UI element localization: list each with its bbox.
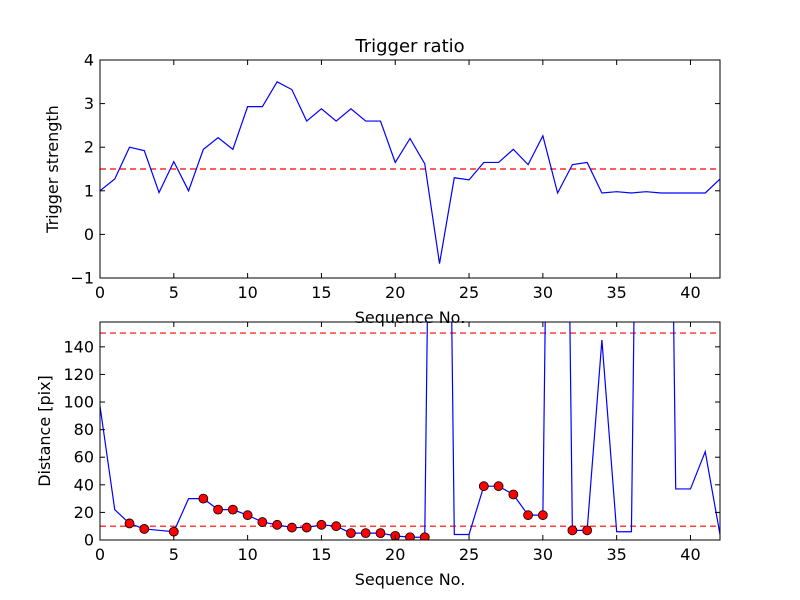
plot-area <box>100 322 720 540</box>
x-tick-label: 10 <box>237 283 257 302</box>
x-tick-label: 10 <box>237 545 257 564</box>
x-tick-label: 0 <box>95 283 105 302</box>
x-tick-label: 40 <box>680 283 700 302</box>
data-point-marker <box>360 528 371 539</box>
data-point-marker <box>168 526 179 537</box>
data-point-marker <box>257 517 268 527</box>
data-point-marker <box>375 528 386 539</box>
x-tick-label: 30 <box>533 545 553 564</box>
x-axis-label: Sequence No. <box>355 308 466 327</box>
data-point-marker <box>316 519 327 530</box>
series-line <box>100 81 720 264</box>
distance-chart: 0 5 10 15 20 25 30 35 40 0 20 40 60 80 100 120 140 Distan… <box>35 321 721 589</box>
y-tick-label: 20 <box>74 503 94 522</box>
x-tick-label: 20 <box>385 283 405 302</box>
y-tick-label: 100 <box>63 393 94 412</box>
data-point-marker <box>582 525 593 536</box>
y-tick-label: 0 <box>84 225 94 244</box>
x-tick-label: 5 <box>169 283 179 302</box>
y-tick-label: 140 <box>63 337 94 356</box>
chart-title: Trigger ratio <box>354 36 464 57</box>
y-tick-label: 2 <box>84 138 94 157</box>
y-tick-label: 1 <box>84 181 94 200</box>
x-tick-label: 20 <box>385 545 405 564</box>
data-point-marker <box>331 521 342 532</box>
data-point-marker <box>478 481 489 492</box>
x-tick-label: 15 <box>311 283 331 302</box>
data-point-marker <box>227 504 238 515</box>
data-point-marker <box>405 532 415 540</box>
y-tick-label: 3 <box>84 94 94 113</box>
x-tick-label: 25 <box>459 545 479 564</box>
x-tick-label: 0 <box>95 545 105 564</box>
data-point-marker <box>567 525 578 536</box>
data-point-marker <box>287 522 297 533</box>
plot-frame <box>99 321 721 541</box>
y-tick-label: 80 <box>74 420 94 439</box>
x-tick-label: 35 <box>606 283 626 302</box>
y-axis-label: Distance [pix] <box>35 375 54 487</box>
data-point-marker <box>242 510 253 521</box>
y-tick-label: 0 <box>84 531 94 550</box>
y-tick-label: 120 <box>63 365 94 384</box>
data-point-marker <box>537 510 548 521</box>
data-point-marker <box>301 522 312 533</box>
x-tick-label: 25 <box>459 283 479 302</box>
plot-frame <box>99 59 721 279</box>
x-tick-label: 5 <box>169 545 179 564</box>
data-point-marker <box>124 518 135 529</box>
data-point-marker <box>198 493 209 504</box>
data-point-marker <box>139 524 150 534</box>
x-tick-label: 40 <box>680 545 700 564</box>
x-tick-label: 15 <box>311 545 331 564</box>
data-point-marker <box>419 532 430 540</box>
y-tick-label: 60 <box>74 448 94 467</box>
y-tick-label: 40 <box>74 475 94 494</box>
y-tick-label: −1 <box>70 269 94 288</box>
x-tick-label: 30 <box>533 283 553 302</box>
plot-area <box>100 81 720 264</box>
data-point-marker <box>523 510 533 521</box>
data-point-marker <box>508 489 519 500</box>
x-tick-label: 35 <box>606 545 626 564</box>
data-point-marker <box>346 528 356 539</box>
y-tick-label: 4 <box>84 51 94 70</box>
data-point-marker <box>493 481 504 492</box>
x-axis-label: Sequence No. <box>355 570 466 589</box>
data-point-marker <box>272 519 283 530</box>
data-point-marker <box>213 504 223 515</box>
y-axis-label: Trigger strength <box>43 105 62 234</box>
